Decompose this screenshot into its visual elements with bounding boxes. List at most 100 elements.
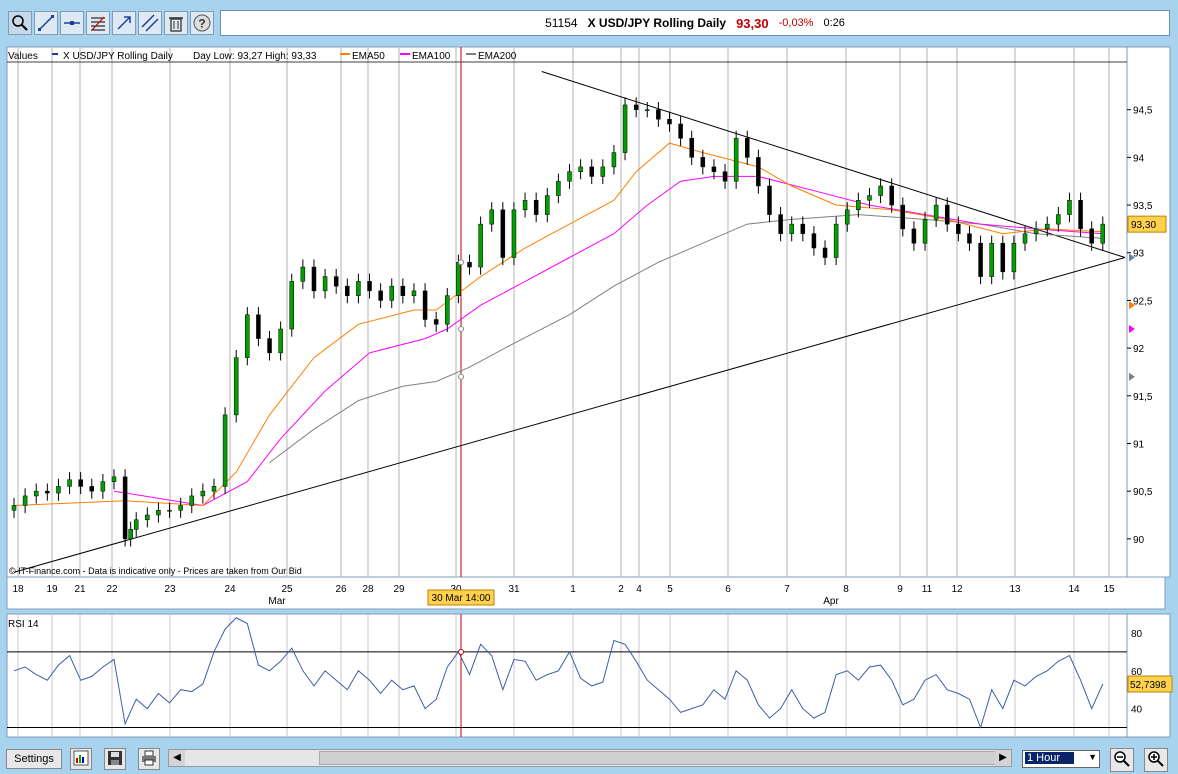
arrow-icon xyxy=(115,14,133,32)
candle-body xyxy=(578,166,583,172)
price-tick-label: 90 xyxy=(1133,535,1145,546)
candle-body xyxy=(1067,200,1072,215)
candle-body xyxy=(767,185,772,215)
legend-ema50-label: EMA50 xyxy=(352,51,385,62)
scroll-thumb[interactable] xyxy=(319,751,999,765)
candle-body xyxy=(300,266,306,282)
candle-body xyxy=(211,486,217,492)
cursor-date-tag xyxy=(427,589,495,606)
candle-body xyxy=(1000,242,1006,273)
price-chart[interactable]: 1819212223242526282930311245678911121314… xyxy=(0,45,1178,610)
rsi-tick-label: 40 xyxy=(1131,705,1143,716)
channel-tool[interactable] xyxy=(138,11,162,35)
month-label-apr: Apr xyxy=(823,596,839,607)
magnifier-icon xyxy=(11,14,29,32)
candle-body xyxy=(911,228,917,244)
price-tick-label: 94 xyxy=(1133,153,1145,164)
candle-body xyxy=(111,476,117,482)
hline-tool[interactable] xyxy=(60,11,84,35)
candle-body xyxy=(145,514,150,521)
ema-marker xyxy=(1129,325,1135,334)
zoom-out-button[interactable] xyxy=(1110,748,1134,772)
delete-tool[interactable] xyxy=(164,11,188,35)
line-tool[interactable] xyxy=(34,11,58,35)
candle-body xyxy=(411,290,417,296)
cursor-date-label: 30 Mar 14:00 xyxy=(432,593,491,604)
plot-area xyxy=(6,46,1128,578)
day-tick-label: 24 xyxy=(224,584,236,595)
day-tick-label: 15 xyxy=(1103,584,1115,595)
candle-body xyxy=(1044,223,1050,230)
chevron-down-icon: ▼ xyxy=(1088,752,1097,762)
scroll-right-arrow[interactable]: ▶ xyxy=(995,750,1011,766)
candle-body xyxy=(667,118,672,125)
candle-body xyxy=(600,166,606,177)
candle-body xyxy=(633,104,639,110)
legend-values-label: Values xyxy=(8,51,38,62)
help-tool[interactable]: ? xyxy=(190,11,214,35)
candle-body xyxy=(800,223,806,234)
candle-body xyxy=(178,505,183,511)
time-axis-area xyxy=(6,576,1166,610)
price-tick-label: 92 xyxy=(1133,344,1145,355)
parallel-line-icon xyxy=(141,14,159,32)
rsi-last-tag xyxy=(1127,675,1173,693)
disclaimer-text: © IT-Finance.com - Data is indicative on… xyxy=(9,566,302,576)
fib-tool[interactable] xyxy=(86,11,110,35)
candle-body xyxy=(900,204,906,230)
print-button[interactable] xyxy=(138,748,160,770)
zoom-select-tool[interactable] xyxy=(8,11,32,35)
fibonacci-icon xyxy=(89,14,107,32)
candle-body xyxy=(978,242,983,277)
day-tick-label: 1 xyxy=(570,584,576,595)
candle-body xyxy=(56,486,61,494)
scroll-left-arrow[interactable]: ◀ xyxy=(169,750,185,766)
day-tick-label: 29 xyxy=(393,584,405,595)
price-tick-label: 93 xyxy=(1133,249,1145,260)
candle-body xyxy=(389,285,394,301)
candle-body xyxy=(356,281,361,296)
price-tick-label: 92,5 xyxy=(1133,296,1153,307)
candle-body xyxy=(33,490,39,497)
trash-icon xyxy=(167,14,185,32)
candle-body xyxy=(89,486,95,492)
day-tick-label: 2 xyxy=(618,584,624,595)
candle-body xyxy=(778,214,783,234)
candle-body xyxy=(22,495,28,506)
candle-body xyxy=(711,166,717,172)
export-button[interactable] xyxy=(70,748,92,770)
candle-body xyxy=(1089,228,1094,244)
price-tick-label: 94,5 xyxy=(1133,106,1153,117)
day-tick-label: 4 xyxy=(636,584,642,595)
zoom-in-button[interactable] xyxy=(1144,748,1168,772)
legend-ema200-swatch xyxy=(466,53,476,55)
rsi-tick-label: 80 xyxy=(1131,629,1143,640)
floppy-icon xyxy=(107,750,123,769)
price-tick-label: 91 xyxy=(1133,439,1145,450)
candle-body xyxy=(11,505,17,511)
instrument-name: X USD/JPY Rolling Daily xyxy=(587,16,727,30)
candle-body xyxy=(256,314,261,339)
rsi-tick-label: 60 xyxy=(1131,667,1143,678)
arrow-tool[interactable] xyxy=(112,11,136,35)
save-button[interactable] xyxy=(104,748,126,770)
candle-body xyxy=(622,104,628,153)
interval-select[interactable]: 1 Hour ▼ xyxy=(1022,750,1100,768)
candle-body xyxy=(689,138,694,158)
legend-ema100-label: EMA100 xyxy=(412,51,451,62)
rsi-last-label: 52,7398 xyxy=(1130,680,1167,691)
rsi-label: RSI 14 xyxy=(8,619,39,630)
legend-series-label: X USD/JPY Rolling Daily xyxy=(63,51,173,62)
horizontal-scrollbar[interactable]: ◀ ▶ xyxy=(168,749,1012,767)
settings-button[interactable]: Settings xyxy=(6,749,62,769)
price-tick-label: 93,5 xyxy=(1133,201,1153,212)
ema200-line xyxy=(269,214,1103,463)
legend-ema50-swatch xyxy=(340,53,350,55)
legend-ema200-label: EMA200 xyxy=(478,51,517,62)
toolbar: ? xyxy=(8,11,216,35)
candle-body xyxy=(811,233,817,249)
zoom-out-icon xyxy=(1113,750,1131,771)
candle-body xyxy=(700,157,706,168)
rsi-chart[interactable]: 80 60 40 RSI 14 52,7398 xyxy=(0,612,1178,740)
candle-body xyxy=(45,490,50,494)
